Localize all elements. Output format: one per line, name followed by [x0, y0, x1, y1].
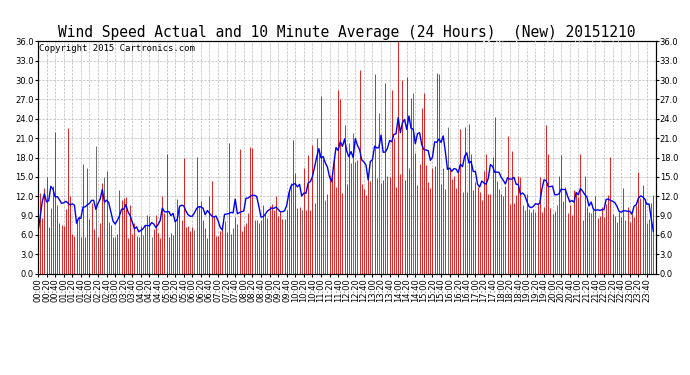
- Text: Copyright 2015 Cartronics.com: Copyright 2015 Cartronics.com: [39, 44, 195, 52]
- Text: Wind (mph): Wind (mph): [575, 42, 622, 51]
- Title: Wind Speed Actual and 10 Minute Average (24 Hours)  (New) 20151210: Wind Speed Actual and 10 Minute Average …: [58, 25, 635, 40]
- Text: 10 Min Avg (mph): 10 Min Avg (mph): [482, 42, 556, 51]
